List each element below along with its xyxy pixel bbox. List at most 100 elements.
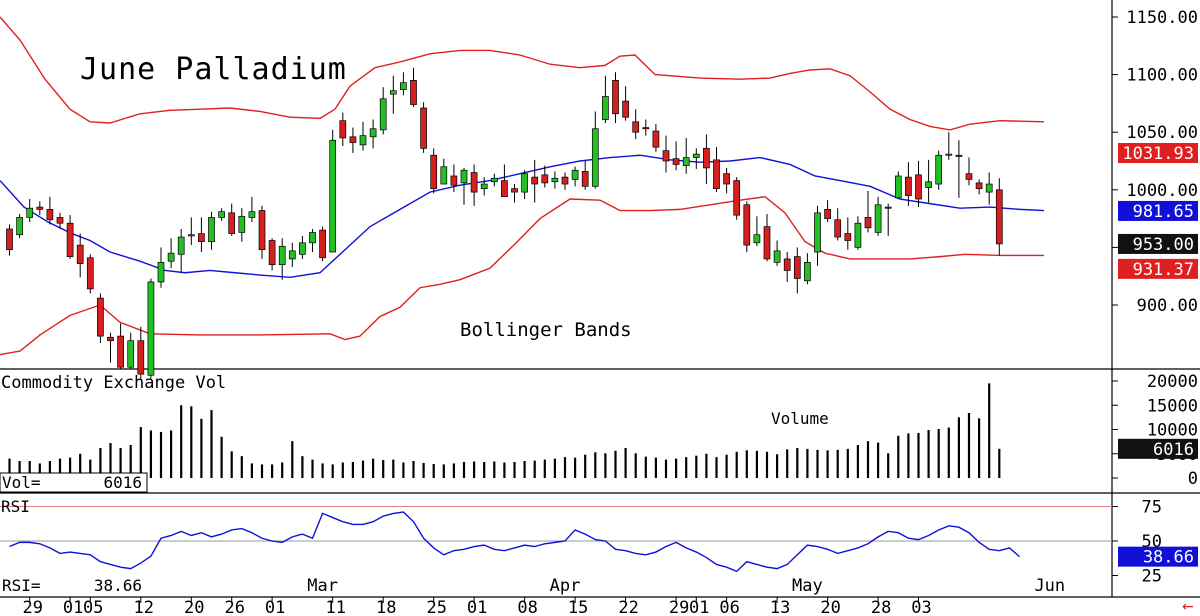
candle-body	[622, 100, 629, 118]
candle-body	[995, 189, 1003, 245]
candle-body	[793, 256, 801, 279]
candle	[450, 164, 458, 193]
candle-body	[915, 174, 922, 200]
candle-body	[965, 173, 973, 180]
candle	[915, 161, 922, 208]
candle	[541, 165, 549, 188]
date-label: 29	[669, 598, 689, 616]
candle-body	[955, 154, 963, 157]
candle	[632, 109, 640, 140]
candle-body	[319, 229, 326, 259]
candle-body	[400, 82, 407, 90]
candle	[410, 67, 417, 107]
candle-body	[167, 252, 175, 262]
date-label: 13	[770, 598, 790, 616]
candle	[591, 111, 599, 189]
candle-body	[329, 139, 337, 253]
candle-body	[490, 177, 498, 183]
candle	[814, 205, 821, 266]
date-label: 26	[224, 598, 244, 616]
candle	[400, 72, 407, 96]
candle-body	[925, 181, 932, 188]
candle	[501, 164, 508, 198]
candle-body	[450, 175, 458, 186]
price-badge-box	[1118, 143, 1198, 164]
candle-body	[824, 209, 831, 219]
candle-body	[268, 240, 276, 266]
volume-panel: Commodity Exchange Vol Volume Vol= 6016 …	[0, 372, 1198, 493]
left-arrow-icon[interactable]: ←	[1182, 599, 1194, 615]
candle	[753, 216, 761, 247]
candle-body	[76, 244, 84, 264]
candle	[6, 224, 13, 256]
lower-band-line	[0, 195, 1044, 356]
candle-body	[753, 234, 761, 244]
candle	[905, 162, 912, 206]
candle-body	[894, 175, 902, 199]
candle	[551, 171, 559, 189]
candle	[723, 167, 730, 194]
candle	[682, 137, 690, 174]
candle	[76, 233, 84, 278]
candle	[16, 213, 23, 239]
candle	[56, 212, 64, 229]
candle	[127, 332, 135, 370]
candle-body	[672, 158, 680, 165]
candle	[369, 119, 377, 149]
candle	[995, 178, 1003, 256]
candle	[985, 172, 993, 205]
price-badge-box	[1118, 258, 1198, 279]
candle	[86, 254, 94, 294]
price-tick-label: 1100.00	[1126, 66, 1198, 86]
candle	[612, 72, 619, 123]
price-tick-label: 1050.00	[1126, 123, 1198, 143]
candle-body	[137, 340, 145, 375]
date-label: 01	[63, 598, 83, 616]
candle	[187, 217, 195, 246]
candle-body	[16, 217, 23, 236]
candle	[490, 173, 498, 187]
rsi-readout-value: 38.66	[94, 576, 142, 595]
date-label: 29	[22, 598, 42, 616]
candle-body	[834, 219, 842, 238]
candle-body	[864, 217, 872, 229]
candle-body	[208, 217, 215, 242]
candle	[177, 228, 185, 272]
candle-body	[440, 166, 448, 185]
candle-body	[460, 169, 468, 184]
date-label: 06	[719, 598, 739, 616]
candle-body	[581, 171, 589, 187]
candle-body	[248, 211, 256, 218]
price-badges: 1031.93 981.65 953.00 931.37	[1118, 143, 1198, 280]
candle-body	[258, 210, 266, 251]
candle	[430, 148, 438, 194]
candle-body	[6, 228, 13, 251]
candle-body	[632, 121, 640, 133]
candle	[804, 253, 811, 285]
candle	[288, 242, 296, 267]
candle-body	[420, 107, 427, 149]
candle-body	[773, 250, 781, 263]
rsi-line	[9, 511, 1020, 573]
price-badge-label: 931.37	[1133, 260, 1194, 280]
date-label: 03	[911, 598, 931, 616]
candles	[6, 67, 1003, 379]
candle-body	[985, 183, 993, 193]
candle-body	[783, 258, 791, 271]
candle-body	[309, 232, 316, 244]
date-label: 01	[689, 598, 709, 616]
price-y-ticks: 900.00 1000.00 1050.00 1100.00 1150.00	[1112, 8, 1198, 316]
candle	[703, 134, 710, 185]
candle	[349, 127, 357, 153]
candle	[359, 121, 367, 151]
candle	[299, 235, 306, 259]
candle	[278, 238, 286, 280]
rsi-readout: RSI= 38.66	[0, 576, 147, 595]
candle	[46, 196, 54, 225]
candle	[389, 75, 397, 114]
candle-body	[733, 180, 741, 216]
candle-body	[26, 207, 34, 218]
candle	[864, 190, 872, 233]
candle-body	[571, 169, 579, 180]
